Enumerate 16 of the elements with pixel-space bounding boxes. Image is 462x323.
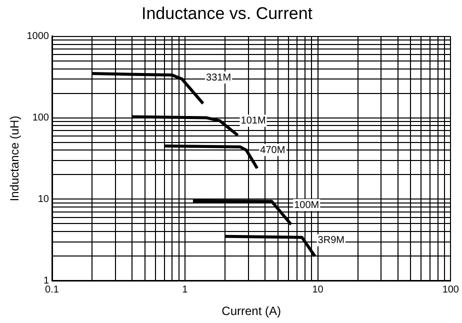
series-label: 101M bbox=[240, 116, 266, 127]
series-label: 470M bbox=[260, 144, 286, 156]
x-tick-label: 1 bbox=[182, 284, 188, 296]
series-label: 100M bbox=[294, 200, 320, 211]
y-tick-label: 100 bbox=[32, 112, 50, 124]
x-tick-label: 100 bbox=[442, 284, 460, 296]
series-label: 331M bbox=[206, 72, 232, 84]
x-axis-title: Current (A) bbox=[222, 304, 282, 318]
y-axis-title: Inductance (uH) bbox=[8, 116, 22, 202]
series-label: 3R9M bbox=[318, 235, 344, 246]
chart-title: Inductance vs. Current bbox=[141, 4, 313, 23]
y-tick-label: 1000 bbox=[26, 31, 50, 42]
x-tick-label: 10 bbox=[312, 284, 324, 296]
y-tick-label: 1 bbox=[43, 275, 50, 286]
x-tick-label: 0.1 bbox=[45, 284, 60, 296]
y-tick-label: 10 bbox=[38, 194, 50, 205]
